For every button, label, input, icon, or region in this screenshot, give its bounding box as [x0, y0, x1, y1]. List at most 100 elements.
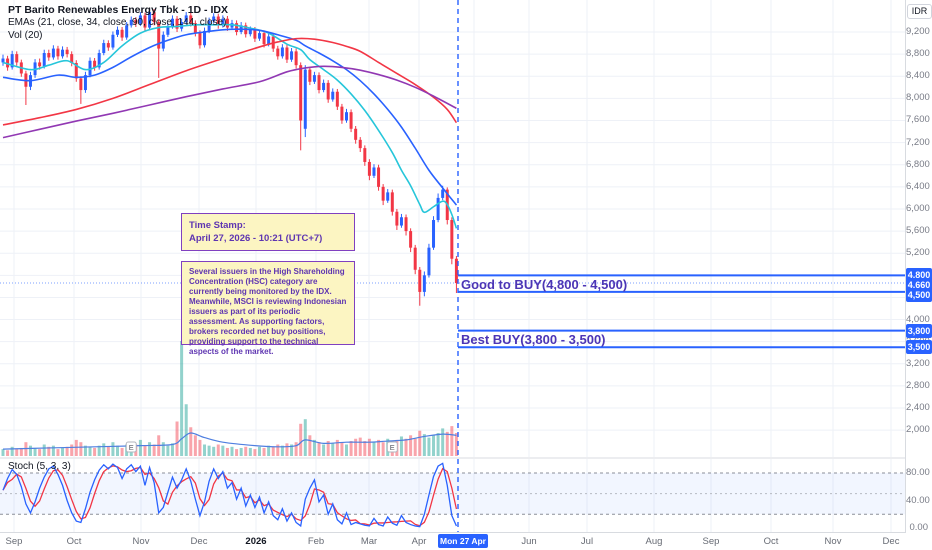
- stoch-indicator-legend[interactable]: Stoch (5, 3, 3): [8, 461, 71, 472]
- candle-body: [1, 58, 5, 63]
- candle-body: [450, 220, 454, 259]
- candle-body: [138, 15, 142, 24]
- volume-bar: [299, 423, 303, 456]
- candle-body: [102, 43, 106, 54]
- candle-body: [422, 275, 426, 292]
- time-tick-label: Jun: [521, 536, 537, 547]
- candle-body: [106, 43, 110, 48]
- time-tick-label: Mar: [360, 536, 378, 547]
- candle-body: [120, 29, 124, 38]
- good-to-buy-label[interactable]: Good to BUY(4,800 - 4,500): [461, 277, 628, 292]
- ema-21-line: [2, 23, 458, 229]
- candle-body: [248, 29, 252, 35]
- timestamp-note[interactable]: Time Stamp: April 27, 2026 - 10:21 (UTC+…: [181, 213, 355, 251]
- candle-body: [198, 33, 202, 46]
- candle-body: [409, 231, 413, 248]
- volume-bar: [239, 447, 243, 456]
- candle-body: [51, 48, 55, 58]
- time-tick-label: Nov: [132, 536, 150, 547]
- volume-bar: [422, 434, 426, 456]
- candle-body: [61, 49, 65, 57]
- chart-legend: PT Barito Renewables Energy Tbk - 1D - I…: [8, 4, 228, 42]
- candle-body: [207, 20, 211, 31]
- volume-bar: [184, 404, 188, 456]
- volume-bar: [225, 447, 229, 456]
- time-axis[interactable]: Mon 27 Apr '26 Sep Oct Nov Dec 2026 Feb Mar Apr…: [0, 533, 932, 550]
- best-buy-label[interactable]: Best BUY(3,800 - 3,500): [461, 332, 606, 347]
- volume-bar: [102, 443, 106, 456]
- timestamp-note-title: Time Stamp:: [189, 220, 246, 231]
- earnings-marker[interactable]: E: [386, 441, 398, 453]
- volume-bar: [377, 439, 381, 456]
- volume-bar: [74, 439, 78, 456]
- volume-bar: [436, 433, 440, 456]
- volume-bar: [61, 447, 65, 456]
- analysis-note[interactable]: Several issuers in the High Shareholding…: [181, 261, 355, 356]
- candle-body: [404, 217, 408, 232]
- candle-body: [88, 60, 92, 76]
- ema-90-line: [2, 37, 458, 126]
- volume-bar: [33, 447, 37, 456]
- stoch-tick-label: 40.00: [906, 494, 930, 506]
- candle-body: [308, 69, 312, 82]
- candle-body: [97, 53, 101, 68]
- earnings-icon-letter: E: [129, 443, 134, 452]
- volume-bar: [138, 439, 142, 456]
- candle-body: [111, 34, 115, 48]
- symbol-title[interactable]: PT Barito Renewables Energy Tbk - 1D - I…: [8, 4, 228, 16]
- volume-bar: [56, 449, 60, 456]
- volume-bar: [10, 446, 14, 456]
- volume-bar: [152, 444, 156, 456]
- candle-body: [157, 22, 161, 49]
- candle-body: [235, 23, 239, 32]
- time-tick-label: Oct: [66, 536, 82, 547]
- volume-bar: [253, 449, 257, 456]
- candle-body: [56, 48, 60, 57]
- candle-body: [427, 247, 431, 276]
- ema-indicator-legend[interactable]: EMAs (21, close, 34, close, 90, close, 1…: [8, 17, 227, 28]
- price-axis[interactable]: IDR 9,200 8,800 8,400 8,000 7,600 7,200 6,800 6…: [906, 0, 932, 550]
- volume-bar: [276, 444, 280, 456]
- volume-bar: [326, 441, 330, 456]
- candle-body: [116, 29, 119, 35]
- volume-bar: [427, 437, 431, 456]
- candle-body: [418, 269, 422, 292]
- volume-bar: [317, 442, 321, 456]
- volume-bar: [432, 435, 436, 456]
- volume-layer: [1, 341, 458, 456]
- volume-indicator-legend[interactable]: Vol (20): [8, 30, 43, 41]
- volume-bar: [285, 443, 289, 456]
- volume-bar: [372, 442, 376, 456]
- volume-bar: [212, 446, 216, 456]
- time-tick-label: Sep: [702, 536, 720, 547]
- volume-bar: [170, 443, 174, 456]
- candle-body: [340, 106, 344, 121]
- time-tick-label: Oct: [763, 536, 779, 547]
- candle-body: [436, 197, 440, 221]
- candle-body: [381, 186, 385, 201]
- time-tick-label: Jul: [580, 536, 594, 547]
- volume-bar: [399, 436, 403, 456]
- earnings-marker[interactable]: E: [125, 441, 137, 453]
- volume-bar: [106, 446, 110, 456]
- volume-bar: [143, 445, 147, 456]
- volume-bar: [280, 445, 284, 456]
- candle-body: [413, 247, 417, 270]
- candle-body: [262, 33, 266, 45]
- volume-bar: [42, 444, 46, 456]
- candle-body: [377, 167, 381, 187]
- volume-bar: [441, 428, 445, 456]
- candle-body: [454, 258, 458, 284]
- volume-bar: [88, 446, 92, 456]
- currency-button[interactable]: IDR: [907, 4, 932, 19]
- candle-body: [290, 51, 294, 60]
- volume-bar: [413, 438, 417, 456]
- candle-body: [203, 30, 207, 46]
- candle-body: [441, 189, 445, 198]
- volume-bar: [97, 445, 101, 456]
- candle-body: [189, 15, 193, 24]
- price-tick-label: 2,800: [906, 379, 930, 391]
- candle-body: [390, 192, 394, 212]
